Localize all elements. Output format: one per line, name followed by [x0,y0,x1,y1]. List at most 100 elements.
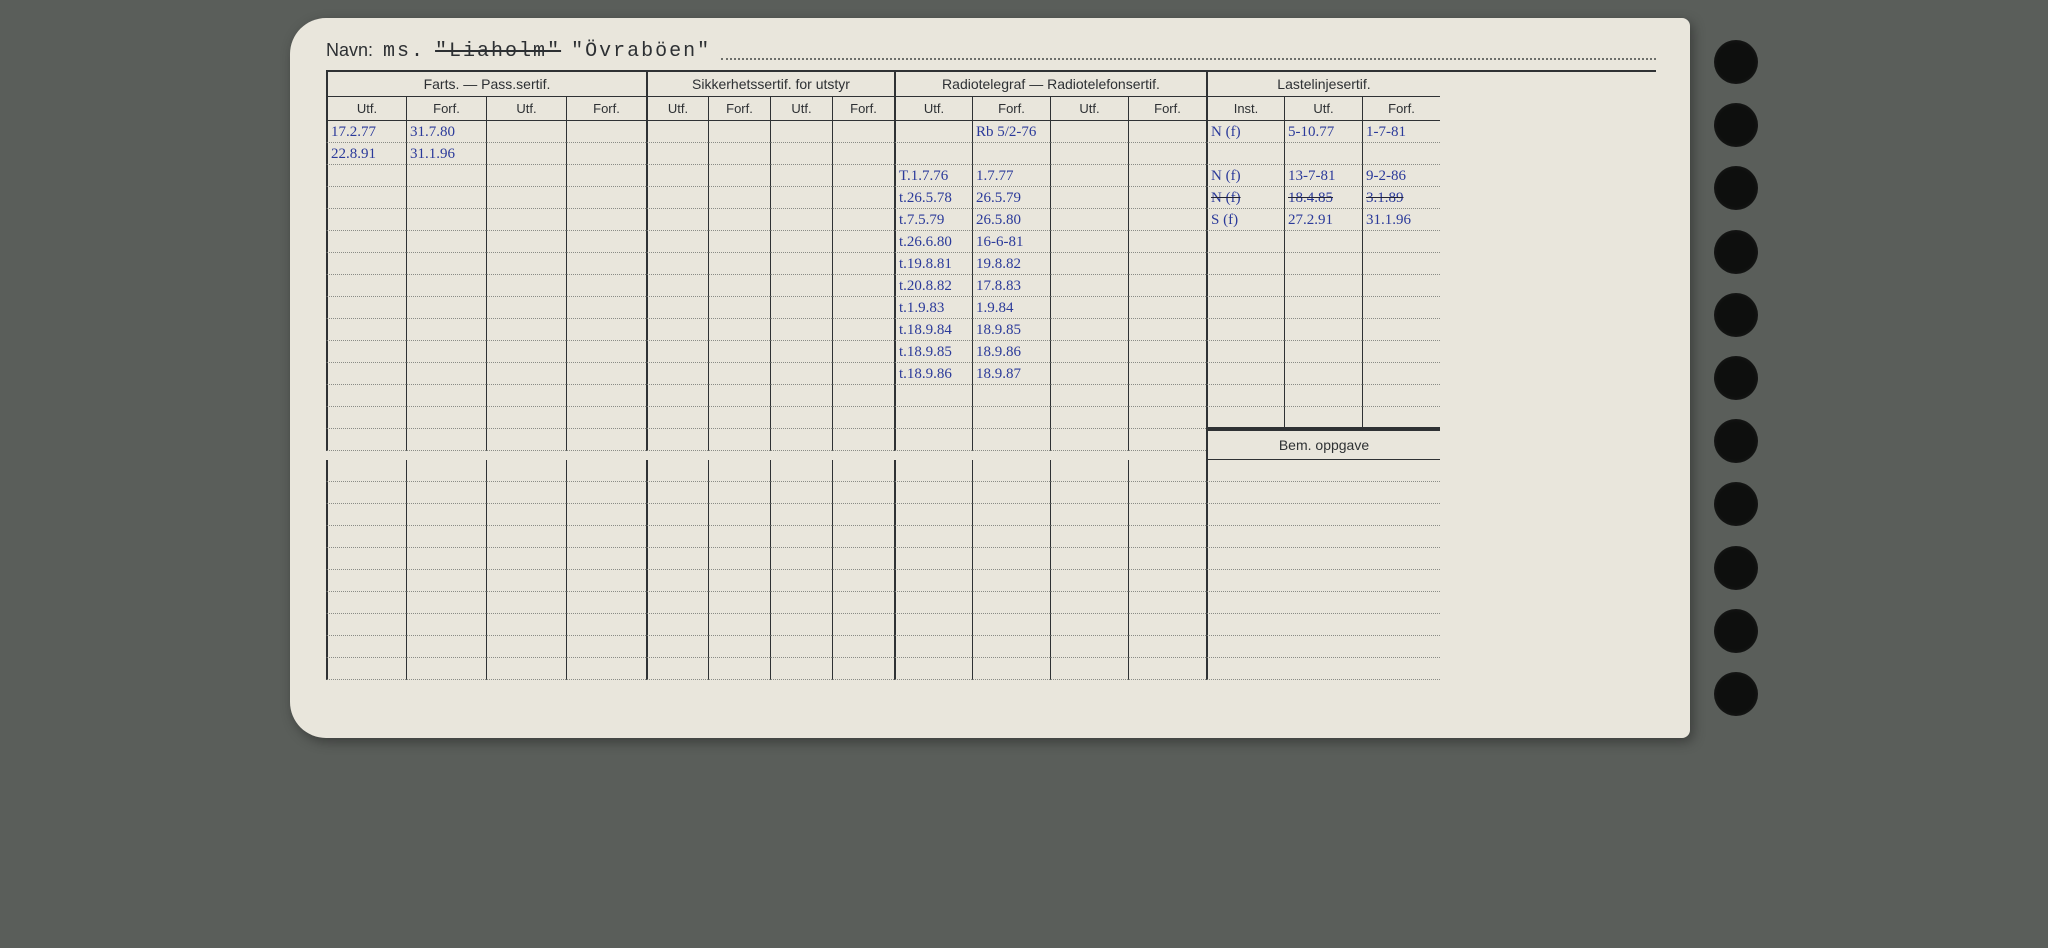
ledger-cell: 18.9.85 [972,319,1050,341]
ledger-cell [1050,121,1128,143]
ledger-cell [1050,548,1128,570]
ledger-cell [1050,526,1128,548]
ledger-cell [894,658,972,680]
ledger-cell [646,407,708,429]
sub-l-inst: Inst. [1206,97,1284,121]
ledger-cell [486,504,566,526]
ledger-cell [566,253,646,275]
ledger-cell [708,231,770,253]
ledger-cell: N (f) [1206,121,1284,143]
ledger-cell [566,165,646,187]
ledger-cell [1128,592,1206,614]
ledger-cell [972,592,1050,614]
ledger-cell [1050,143,1128,165]
ledger-cell [708,187,770,209]
ledger-cell [832,253,894,275]
ledger-cell [406,429,486,451]
ledger-cell [1128,526,1206,548]
ledger-cell [770,407,832,429]
sub-f-utf: Utf. [326,97,406,121]
ledger-cell [708,319,770,341]
ledger-cell [486,548,566,570]
ledger-cell [832,209,894,231]
ledger-cell [1206,143,1284,165]
ledger-cell [832,341,894,363]
ledger-cell [326,614,406,636]
ledger-cell [566,526,646,548]
ledger-cell [1128,482,1206,504]
ledger-cell [894,460,972,482]
ledger-cell [486,319,566,341]
ledger-cell [708,636,770,658]
ledger-cell [708,526,770,548]
ledger-cell [770,482,832,504]
ledger-cell [770,526,832,548]
ledger-cell [326,231,406,253]
ledger-cell [1050,363,1128,385]
ledger-cell [708,592,770,614]
ledger-cell: 18.9.87 [972,363,1050,385]
ledger-cell [326,592,406,614]
ledger-cell [770,658,832,680]
ledger-cell [1050,482,1128,504]
ledger-cell [770,121,832,143]
ledger-cell [832,187,894,209]
ledger-cell [770,143,832,165]
ledger-cell [406,341,486,363]
ledger-cell [566,614,646,636]
ledger-cell [894,592,972,614]
bem-oppgave-cell [1206,570,1440,592]
ledger-cell: t.19.8.81 [894,253,972,275]
ledger-cell [326,570,406,592]
ledger-cell [1362,341,1440,363]
ledger-cell [406,570,486,592]
ledger-cell [1284,275,1362,297]
hdr-sikker: Sikkerhetssertif. for utstyr [646,72,894,97]
ledger-cell [1050,614,1128,636]
ledger-cell [770,209,832,231]
ledger-cell [486,253,566,275]
ledger-cell [1128,658,1206,680]
hdr-farts: Farts. — Pass.sertif. [326,72,646,97]
ledger-cell [708,363,770,385]
bem-oppgave-cell [1206,658,1440,680]
ledger-cell [1284,253,1362,275]
ledger-cell [1206,407,1284,429]
ledger-cell [770,253,832,275]
ledger-cell [1050,297,1128,319]
ledger-cell: 18.4.85 [1284,187,1362,209]
sub-l-forf: Forf. [1362,97,1440,121]
navn-underline [721,58,1656,60]
ledger-cell [1206,319,1284,341]
ledger-cell [646,592,708,614]
ledger-cell [326,526,406,548]
ledger-cell [566,297,646,319]
ledger-cell [326,548,406,570]
bem-oppgave-cell [1206,548,1440,570]
ledger-cell [566,460,646,482]
ledger-cell [832,570,894,592]
ledger-cell: 27.2.91 [1284,209,1362,231]
ledger-cell [646,482,708,504]
bem-oppgave-cell [1206,504,1440,526]
ledger-cell [1050,407,1128,429]
ledger-cell [832,121,894,143]
ledger-cell [646,143,708,165]
ledger-cell [1128,429,1206,451]
punch-hole [1714,293,1758,337]
ledger-cell [1128,460,1206,482]
ledger-cell [1128,165,1206,187]
ledger-cell [326,363,406,385]
ledger-cell [646,526,708,548]
ledger-cell [326,165,406,187]
ledger-cell [566,319,646,341]
ledger-cell [1206,275,1284,297]
ledger-cell: t.18.9.86 [894,363,972,385]
ledger-cell [832,614,894,636]
ledger-cell [1050,570,1128,592]
ledger-cell: 19.8.82 [972,253,1050,275]
ledger-cell: 17.8.83 [972,275,1050,297]
ledger-cell [1206,253,1284,275]
ledger-cell [832,275,894,297]
ledger-cell [1050,209,1128,231]
